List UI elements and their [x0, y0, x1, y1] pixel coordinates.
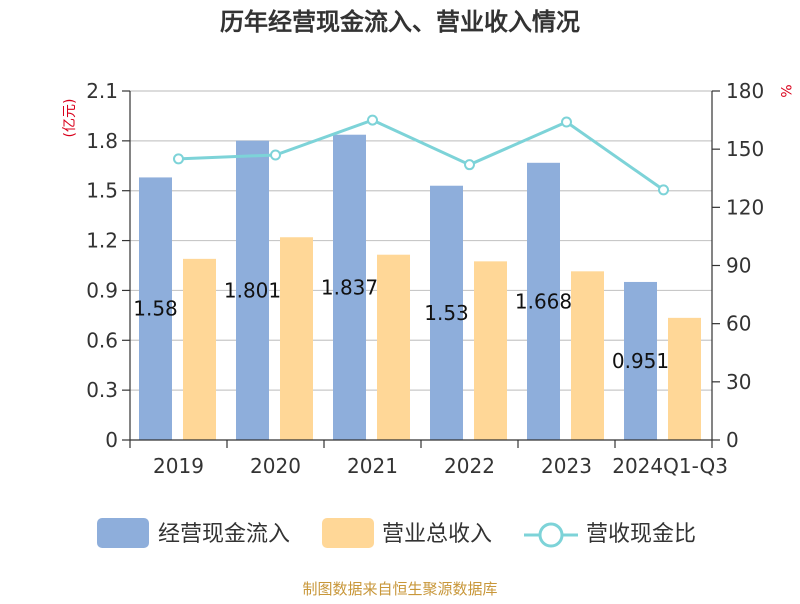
legend-label-revenue: 营业总收入	[382, 522, 492, 547]
tick-labels-group: 0 0.3 0.6 0.9 1.2 1.5 1.8 2.1 0 30 60 90 120 150 180 20…	[86, 79, 764, 478]
ratio-line-point	[658, 184, 669, 196]
bar-cash-inflow	[430, 185, 463, 440]
bar-revenue	[668, 317, 701, 440]
bar-revenue	[377, 254, 410, 440]
bar-data-label: 1.53	[424, 301, 469, 325]
bar-cash-inflow	[333, 134, 366, 440]
ratio-line-point	[561, 116, 572, 128]
x-axis-category-label: 2023	[541, 454, 592, 478]
chart-title: 历年经营现金流入、营业收入情况	[220, 8, 580, 36]
left-axis-tick-label: 0.6	[86, 328, 118, 352]
ratio-line-group	[173, 114, 669, 196]
right-axis-tick-label: 60	[726, 312, 751, 336]
bar-revenue	[183, 258, 216, 440]
legend-label-ratio: 营收现金比	[586, 522, 696, 547]
right-axis-tick-label: 120	[726, 195, 764, 219]
data-labels-group: 1.58 1.801 1.837 1.53 1.668 0.951	[133, 275, 669, 373]
left-axis-tick-label: 2.1	[86, 79, 118, 103]
right-axis-tick-label: 180	[726, 79, 764, 103]
bar-data-label: 1.837	[321, 275, 378, 299]
left-axis-unit: (亿元)	[62, 99, 78, 138]
left-axis-tick-label: 1.5	[86, 179, 118, 203]
bar-data-label: 1.801	[224, 278, 281, 302]
bar-cash-inflow	[139, 177, 172, 440]
bars-group	[139, 134, 701, 440]
legend-swatch-revenue	[322, 518, 374, 548]
right-axis-tick-label: 30	[726, 370, 751, 394]
x-axis-category-label: 2021	[347, 454, 398, 478]
left-axis-tick-label: 0.9	[86, 278, 118, 302]
legend-swatch-cash-inflow	[97, 518, 149, 548]
bar-cash-inflow	[236, 140, 269, 440]
left-axis-tick-label: 0.3	[86, 378, 118, 402]
ratio-line-point	[464, 159, 475, 171]
x-axis-category-label: 2019	[153, 454, 204, 478]
bar-revenue	[474, 261, 507, 440]
bar-cash-inflow	[624, 281, 657, 440]
x-axis-category-label: 2022	[444, 454, 495, 478]
legend: 经营现金流入 营业总收入 营收现金比	[97, 518, 696, 548]
left-axis-tick-label: 1.2	[86, 229, 118, 253]
bar-revenue	[280, 237, 313, 440]
x-axis-category-label: 2020	[250, 454, 301, 478]
legend-swatch-ratio-marker	[538, 522, 564, 548]
bar-data-label: 0.951	[612, 349, 669, 373]
ratio-line	[178, 118, 665, 192]
bar-revenue	[571, 271, 604, 440]
right-axis-tick-label: 90	[726, 254, 751, 278]
left-axis-tick-label: 1.8	[86, 129, 118, 153]
bar-data-label: 1.668	[515, 289, 572, 313]
left-axis-tick-label: 0	[105, 428, 118, 452]
axes-group	[122, 90, 720, 448]
right-axis-tick-label: 150	[726, 137, 764, 161]
ratio-line-point	[173, 153, 184, 165]
source-footer: 制图数据来自恒生聚源数据库	[302, 580, 497, 598]
ratio-line-point	[270, 149, 281, 161]
ratio-line-point	[367, 114, 378, 126]
legend-label-cash-inflow: 经营现金流入	[158, 522, 290, 547]
right-axis-unit: %	[777, 84, 793, 97]
bar-data-label: 1.58	[133, 297, 178, 321]
x-axis-category-label: 2024Q1-Q3	[612, 454, 728, 478]
right-axis-tick-label: 0	[726, 428, 739, 452]
bar-cash-inflow	[527, 162, 560, 440]
